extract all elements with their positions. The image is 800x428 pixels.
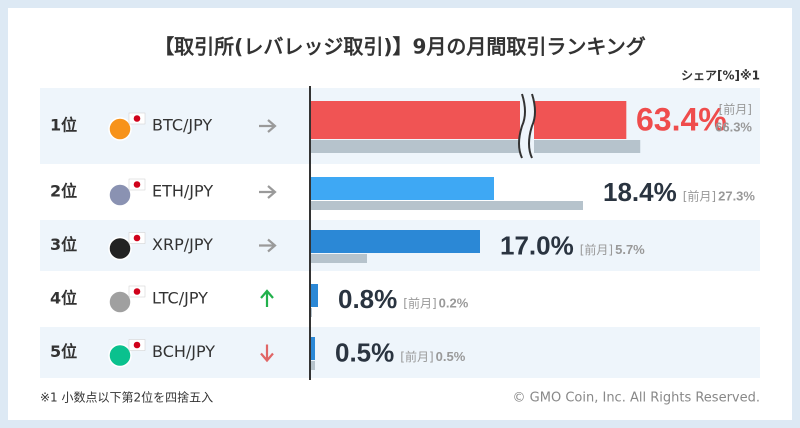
pair-label: LTC/JPY	[152, 289, 208, 308]
bar-current	[310, 101, 627, 139]
flag-dot	[133, 234, 141, 242]
chart-title: 【取引所(レバレッジ取引)】9月の月間取引ランキング	[154, 35, 646, 59]
rank: 1位	[50, 116, 77, 135]
bar-current	[310, 337, 315, 360]
pair-label: BCH/JPY	[152, 342, 215, 361]
footnote: ※1 小数点以下第2位を四捨五入	[40, 390, 213, 405]
axis-break-gap	[520, 92, 534, 160]
trend-arrow	[259, 119, 277, 133]
bar-current	[310, 284, 318, 307]
unit-label: シェア[%]※1	[681, 69, 760, 83]
value-label: 0.5%	[335, 337, 394, 367]
row-bg	[40, 274, 760, 324]
row-bg	[40, 327, 760, 378]
coin-icon	[108, 343, 132, 368]
trend-arrow	[260, 289, 274, 307]
pair-label: BTC/JPY	[152, 116, 212, 135]
bar-previous	[310, 140, 641, 153]
bar-previous	[310, 254, 367, 263]
trend-arrow	[260, 344, 274, 363]
flag-dot	[133, 341, 141, 349]
rank: 5位	[50, 342, 77, 361]
rank: 4位	[50, 289, 77, 308]
rank: 3位	[50, 235, 77, 254]
prev-label: 5.7%	[615, 242, 645, 257]
flag-dot	[133, 181, 141, 188]
trend-arrow	[259, 185, 277, 199]
prev-prefix: [前月]	[580, 242, 613, 257]
pair-label: XRP/JPY	[152, 235, 213, 254]
prev-label: 0.5%	[436, 349, 466, 364]
bar-current	[310, 177, 494, 200]
value-label: 17.0%	[500, 230, 574, 260]
coin-icon	[108, 183, 132, 207]
value-label: 18.4%	[603, 177, 677, 207]
axis-break	[518, 93, 526, 159]
coin-icon	[108, 117, 132, 141]
coin-icon	[108, 290, 132, 314]
pair-label: ETH/JPY	[152, 182, 213, 201]
prev-prefix: [前月]	[403, 296, 436, 311]
bar-current	[310, 230, 480, 253]
prev-prefix: [前月]	[400, 349, 433, 364]
axis-break	[528, 93, 536, 159]
flag-dot	[133, 115, 141, 122]
value-label: 63.4%	[636, 101, 727, 137]
trend-arrow	[259, 238, 277, 253]
rank: 2位	[50, 182, 77, 201]
bar-previous	[310, 361, 315, 370]
prev-label: 27.3%	[718, 188, 755, 203]
bar-previous	[310, 201, 583, 210]
prev-prefix: [前月]	[719, 102, 752, 117]
prev-label: 66.3%	[715, 119, 752, 134]
value-label: 0.8%	[338, 284, 397, 314]
flag-dot	[133, 288, 141, 295]
prev-label: 0.2%	[439, 295, 469, 310]
prev-prefix: [前月]	[683, 189, 716, 204]
coin-icon	[108, 236, 132, 261]
copyright: © GMO Coin, Inc. All Rights Reserved.	[513, 391, 760, 406]
